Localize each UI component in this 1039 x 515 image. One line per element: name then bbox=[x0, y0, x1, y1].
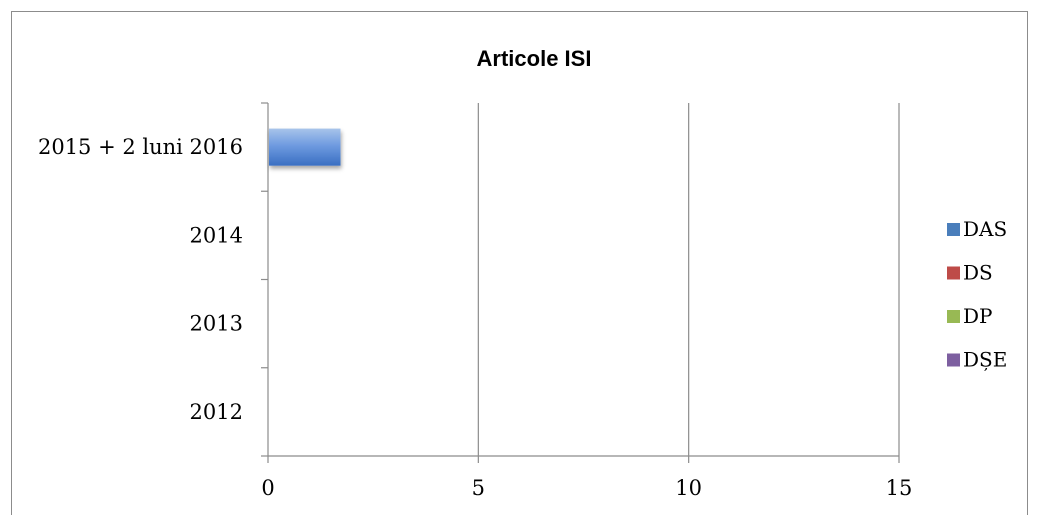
x-tick-label-0: 0 bbox=[261, 476, 274, 500]
category-labels: 2015 + 2 luni 2016 2014 2013 2012 bbox=[38, 135, 243, 424]
chart-frame bbox=[11, 11, 1028, 515]
x-tick-labels: 0 5 10 15 bbox=[261, 476, 912, 500]
x-tick-label-2: 10 bbox=[675, 476, 702, 500]
category-label-1: 2014 bbox=[190, 223, 243, 247]
legend-label-dp: DP bbox=[963, 304, 993, 328]
legend-swatch-ds bbox=[947, 266, 960, 280]
bars bbox=[269, 128, 341, 166]
legend-label-ds: DS bbox=[963, 261, 993, 285]
chart-title: Articole ISI bbox=[477, 46, 592, 71]
category-label-2: 2013 bbox=[190, 312, 243, 336]
legend-label-das: DAS bbox=[963, 217, 1007, 241]
legend-swatch-dp bbox=[947, 310, 960, 323]
bar-das-0 bbox=[269, 128, 341, 166]
category-label-0: 2015 + 2 luni 2016 bbox=[38, 135, 243, 159]
legend-label-dșe: DȘE bbox=[963, 348, 1007, 372]
gridlines bbox=[477, 103, 900, 456]
legend-swatch-dșe bbox=[947, 353, 960, 367]
legend: DAS DS DP DȘE bbox=[947, 217, 1007, 372]
x-tick-label-1: 5 bbox=[472, 476, 485, 500]
legend-swatch-das bbox=[947, 223, 960, 236]
x-tick-label-3: 15 bbox=[886, 476, 913, 500]
axes bbox=[261, 102, 900, 463]
category-label-3: 2012 bbox=[190, 400, 243, 424]
